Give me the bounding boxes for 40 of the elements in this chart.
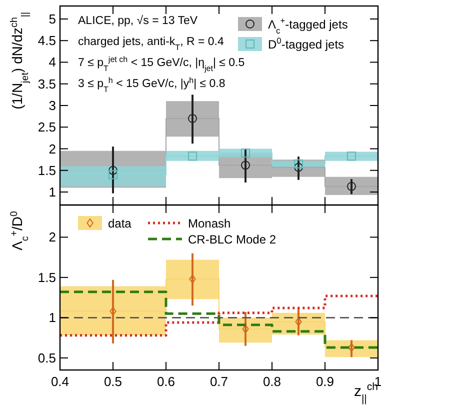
x-tick-label: 0.9: [316, 374, 334, 389]
x-tick-label: 0.6: [156, 374, 176, 389]
y-tick-label: 4: [48, 54, 56, 70]
y-tick-label: 1.5: [38, 270, 56, 285]
x-tick-label: 0.8: [262, 374, 282, 389]
point: [188, 152, 197, 161]
y-tick-label: 4.5: [38, 33, 56, 48]
point: [241, 148, 250, 158]
y-tick-label: 5: [48, 11, 56, 26]
y-tick-label: 2.5: [38, 120, 56, 135]
y-tick-label: 2: [48, 230, 56, 245]
y-tick-label: 1.5: [38, 162, 56, 178]
legend-label: D$^{0}$-tagged jets: [268, 36, 344, 52]
point: [108, 170, 118, 180]
legend-label: CR-BLC Mode 2: [188, 232, 276, 246]
x-tick-label: 0.5: [104, 374, 122, 389]
x-tick-label: 0.7: [210, 374, 228, 389]
point: [294, 159, 303, 168]
x-tick-label: 0.4: [50, 374, 70, 389]
y-tick-label: 2: [48, 141, 56, 156]
y-tick-label: 1: [48, 310, 56, 326]
y-tick-label: 3.5: [38, 76, 56, 92]
annotation: charged jets, anti-k$_{T}$, R = 0.4: [78, 36, 224, 52]
y-tick-label: 3: [48, 98, 56, 113]
annotation: ALICE, pp, √s = 13 TeV: [78, 14, 198, 27]
annotation: 3 ≤ p$_{T}$$^{h}$ < 15 GeV/c, |y$^{h}$| ≤ 0.8: [78, 76, 226, 94]
point: [347, 152, 356, 161]
legend-label: Λ$_{c}$$^{+}$-tagged jets: [268, 16, 348, 36]
legend-label: data: [108, 216, 132, 230]
point: [295, 317, 302, 326]
y-tick-label: 1: [48, 184, 56, 200]
annotation: 7 ≤ p$_{T}$$^{jet ch}$ < 15 GeV/c, |η$_{jet}$| ≤ 0.5: [78, 54, 245, 72]
point: [108, 166, 118, 175]
legend-label: Monash: [188, 216, 231, 230]
point: [294, 162, 303, 172]
point: [110, 306, 116, 316]
point: [241, 160, 250, 170]
point: [347, 182, 356, 191]
point: [188, 114, 197, 123]
y-tick-label: 0.5: [38, 350, 56, 366]
